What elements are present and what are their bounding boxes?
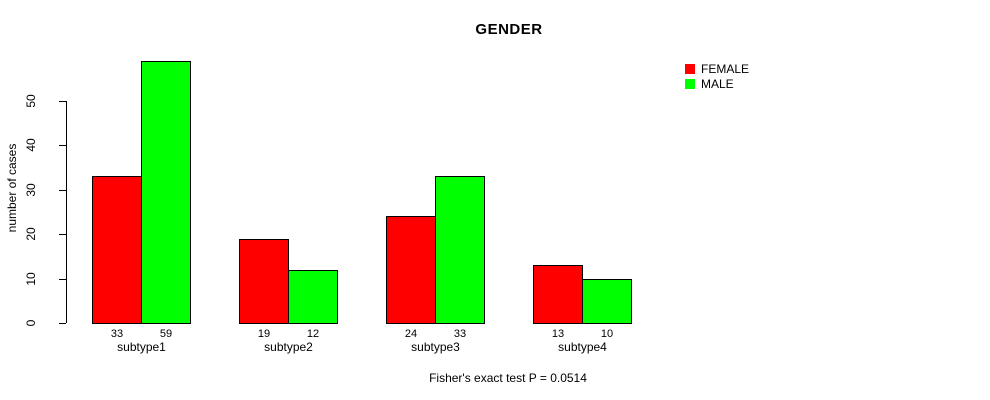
female-color-swatch: [685, 63, 695, 74]
bar-value-label: 12: [306, 328, 320, 340]
bar-value-label: 13: [551, 328, 565, 340]
y-axis-tick-label: 10: [24, 272, 38, 286]
bar-value-label: 19: [257, 328, 271, 340]
bar-value-label: 33: [453, 328, 467, 340]
male-bar: [582, 279, 632, 324]
male-color-swatch: [685, 78, 695, 89]
female-bar: [533, 265, 583, 324]
y-axis-tick: [59, 190, 66, 191]
male-bar: [141, 61, 191, 324]
y-axis-tick-label: 20: [24, 227, 38, 241]
y-axis-tick-label: 50: [24, 94, 38, 108]
bar-value-label: 24: [404, 328, 418, 340]
male-bar: [435, 176, 485, 324]
y-axis-tick-label: 30: [24, 183, 38, 197]
bar-value-label: 10: [600, 328, 614, 340]
legend: FEMALE MALE: [685, 62, 749, 92]
legend-label-male: MALE: [701, 76, 734, 91]
female-bar: [92, 176, 142, 324]
annotation-text: Fisher's exact test P = 0.0514: [429, 371, 587, 385]
legend-item-male: MALE: [685, 76, 749, 91]
y-axis-line: [66, 101, 67, 323]
category-label: subtype2: [264, 340, 313, 354]
y-axis-tick: [59, 101, 66, 102]
y-axis-tick: [59, 234, 66, 235]
category-label: subtype4: [558, 340, 607, 354]
y-axis-tick: [59, 279, 66, 280]
y-axis-tick: [59, 323, 66, 324]
y-axis-tick-label: 40: [24, 138, 38, 152]
legend-item-female: FEMALE: [685, 61, 750, 76]
male-bar: [288, 270, 338, 324]
female-bar: [239, 239, 289, 324]
legend-label-female: FEMALE: [701, 61, 750, 76]
y-axis-tick: [59, 145, 66, 146]
category-label: subtype1: [117, 340, 166, 354]
bar-value-label: 33: [110, 328, 124, 340]
chart-title: GENDER: [475, 21, 543, 38]
y-axis-tick-label: 0: [24, 319, 38, 327]
bar-value-label: 59: [159, 328, 173, 340]
category-label: subtype3: [411, 340, 460, 354]
female-bar: [386, 216, 436, 324]
